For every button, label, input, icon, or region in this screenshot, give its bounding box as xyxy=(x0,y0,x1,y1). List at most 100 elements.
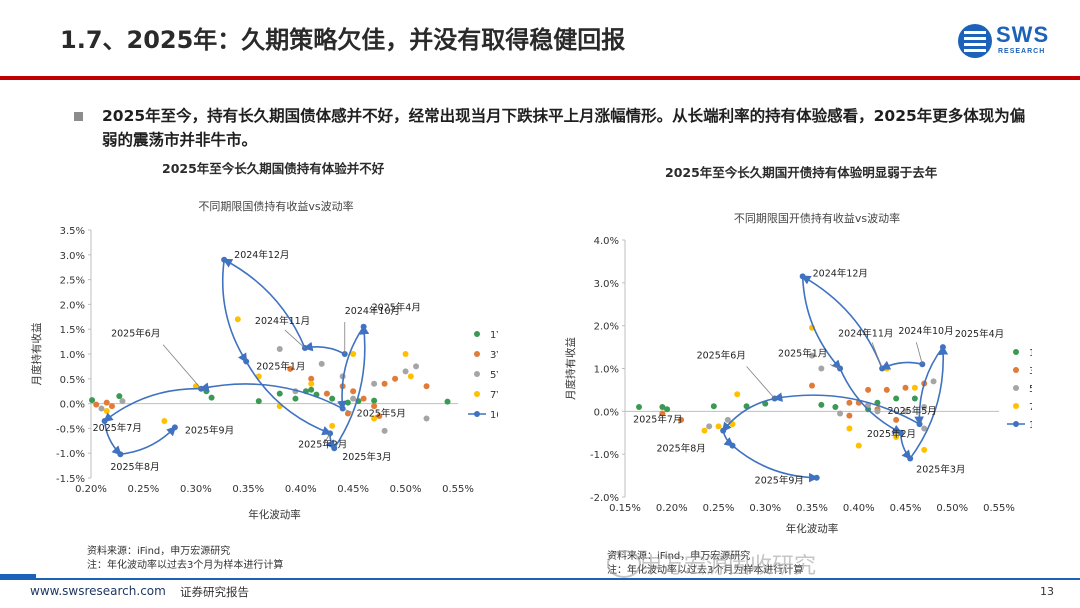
point-1y xyxy=(116,393,123,400)
chart1-note: 注：年化波动率以过去3个月为样本进行计算 xyxy=(87,560,284,571)
watermark: 申万宏源固收研究 xyxy=(640,554,817,579)
point-7y xyxy=(921,446,928,453)
path-10y-segment xyxy=(333,324,370,449)
point-3y xyxy=(360,395,367,402)
point-7y xyxy=(329,422,336,429)
label-10y: 2025年6月 xyxy=(697,349,746,361)
legend-marker xyxy=(474,331,480,337)
y-axis-label: 月度持有收益 xyxy=(30,322,43,385)
path-10y-segment xyxy=(800,275,883,369)
label-10y: 2025年6月 xyxy=(111,328,160,340)
point-5y xyxy=(381,427,388,434)
point-10y xyxy=(799,273,806,280)
path-10y-segment xyxy=(801,276,842,370)
path-10y-segment xyxy=(303,341,346,355)
header-rule xyxy=(0,76,1080,80)
point-5y xyxy=(276,346,283,353)
point-10y xyxy=(360,323,367,330)
label-leader xyxy=(829,364,841,369)
point-7y xyxy=(701,427,708,434)
point-10y xyxy=(897,429,904,436)
y-tick-label: 3.0% xyxy=(60,251,85,262)
label-10y: 2025年9月 xyxy=(755,475,804,487)
point-3y xyxy=(865,386,872,393)
y-tick-label: 1.5% xyxy=(60,325,85,336)
x-tick-label: 0.30% xyxy=(749,503,781,514)
label-leader xyxy=(284,329,306,349)
x-tick-label: 0.45% xyxy=(890,503,922,514)
chart2-svg: 不同期限国开债持有收益vs波动率 -2.0% -1.0% 0.0% 1.0% 2.0% 3.… xyxy=(564,211,1032,535)
label-leader xyxy=(746,366,775,399)
label-10y: 2024年10月 xyxy=(345,305,400,317)
path-10y-segment xyxy=(880,360,923,370)
point-1y xyxy=(893,395,900,402)
point-1y xyxy=(636,404,643,411)
y-tick-label: 3.5% xyxy=(60,226,85,237)
y-tick-label: -1.0% xyxy=(590,450,619,461)
chart2: 不同期限国开债持有收益vs波动率 -2.0% -1.0% 0.0% 1.0% 2.0% 3.… xyxy=(562,202,1032,542)
legend-marker xyxy=(474,411,480,417)
label-10y: 2025年4月 xyxy=(955,328,1004,340)
point-3y xyxy=(809,382,815,389)
path-10y-segment xyxy=(732,444,819,483)
legend-label: 3Y xyxy=(1029,366,1032,377)
footer-report-label: 证券研究报告 xyxy=(180,585,249,599)
point-3y xyxy=(350,388,357,395)
point-5y xyxy=(902,408,909,415)
logo-mark-icon xyxy=(958,24,992,58)
path-10y-segment xyxy=(839,368,903,434)
point-5y xyxy=(809,352,815,359)
x-tick-label: 0.45% xyxy=(337,484,369,495)
label-10y: 2025年9月 xyxy=(185,424,234,436)
point-3y xyxy=(381,380,388,387)
chart2-source: 资料来源：iFind，申万宏源研究 xyxy=(607,551,751,562)
point-3y xyxy=(287,365,294,372)
label-leader xyxy=(162,344,202,389)
label-10y: 2025年5月 xyxy=(357,408,406,420)
point-7y xyxy=(846,425,853,432)
x-tick-label: 0.15% xyxy=(609,503,641,514)
y-tick-label: 2.5% xyxy=(60,276,85,287)
legend-label: 1Y xyxy=(490,330,498,341)
point-1y xyxy=(344,399,351,406)
point-5y xyxy=(930,378,937,385)
label-10y: 2025年1月 xyxy=(256,360,305,372)
point-10y xyxy=(221,256,228,263)
bullet-square-icon xyxy=(74,112,83,121)
label-10y: 2025年2月 xyxy=(867,428,916,440)
path-10y-segment xyxy=(772,392,920,425)
point-5y xyxy=(119,398,126,405)
point-5y xyxy=(371,380,378,387)
logo-subtext: RESEARCH xyxy=(998,48,1046,55)
point-1y xyxy=(818,401,825,408)
point-7y xyxy=(855,442,862,449)
summary-bullet: 2025年至今，持有长久期国债体感并不好，经常出现当月下跌抹平上月涨幅情形。从长… xyxy=(102,107,1026,149)
label-10y: 2024年11月 xyxy=(255,315,310,327)
path-10y-segment xyxy=(103,420,122,456)
y-tick-label: 4.0% xyxy=(594,236,619,247)
y-tick-label: 2.0% xyxy=(594,322,619,333)
point-1y xyxy=(659,404,666,411)
legend-marker xyxy=(1013,385,1019,391)
legend-marker xyxy=(1013,349,1019,355)
chart2-subtitle: 不同期限国开债持有收益vs波动率 xyxy=(734,211,900,225)
point-5y xyxy=(837,410,844,417)
path-10y-segment xyxy=(909,345,949,459)
point-3y xyxy=(323,390,330,397)
point-5y xyxy=(921,404,928,411)
label-10y: 2025年4月 xyxy=(372,302,421,314)
label-10y: 2025年3月 xyxy=(916,463,965,475)
legend-label: 5Y xyxy=(490,370,498,381)
point-10y xyxy=(327,430,334,437)
footer-url-link[interactable]: www.swsresearch.com xyxy=(30,584,166,598)
point-3y xyxy=(893,416,900,423)
x-tick-label: 0.20% xyxy=(75,484,107,495)
x-tick-label: 0.55% xyxy=(983,503,1015,514)
point-1y xyxy=(276,390,283,397)
point-7y xyxy=(161,417,168,424)
legend-label: 5Y xyxy=(1029,384,1032,395)
legend-label: 7Y xyxy=(1029,402,1032,413)
point-3y xyxy=(902,384,909,391)
x-tick-label: 0.40% xyxy=(843,503,875,514)
label-10y: 2025年1月 xyxy=(778,348,827,360)
